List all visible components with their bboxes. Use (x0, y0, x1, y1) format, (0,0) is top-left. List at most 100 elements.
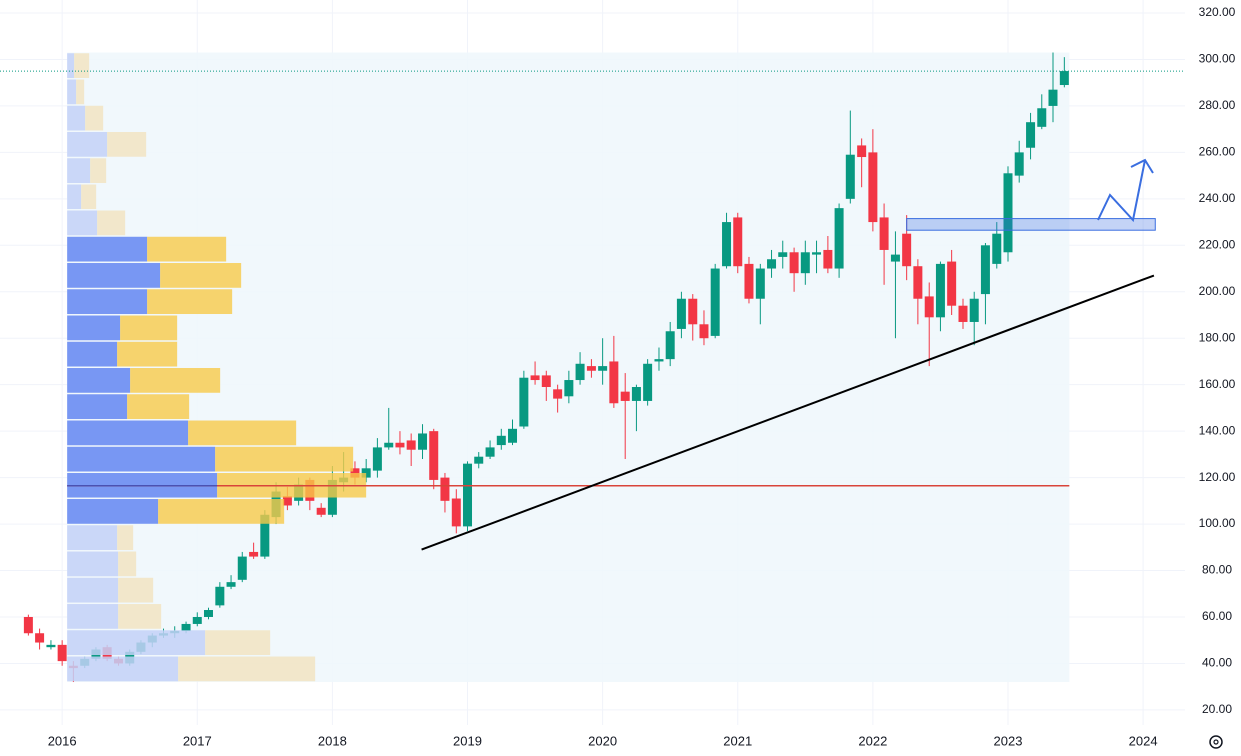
profile-up (67, 368, 131, 393)
candle-body (733, 217, 743, 267)
candle-body (519, 377, 529, 427)
y-tick-label: 60.00 (1202, 609, 1232, 623)
candle-body (992, 233, 1002, 264)
candle-body (699, 324, 709, 339)
candle-body (1059, 71, 1069, 86)
profile-up (67, 420, 189, 446)
profile-down (117, 341, 178, 367)
profile-down (81, 184, 97, 210)
arrow-head (1130, 158, 1154, 174)
candle-body (980, 245, 990, 295)
profile-down (127, 394, 190, 420)
y-tick-label: 300.00 (1199, 52, 1236, 66)
candle-body (35, 633, 45, 643)
candle-body (237, 556, 247, 580)
profile-up (67, 630, 206, 656)
profile-up (67, 289, 148, 315)
profile-down (118, 577, 154, 603)
profile-up (67, 551, 119, 577)
profile-down (178, 656, 316, 682)
candle-body (688, 298, 698, 325)
candle-body (913, 266, 923, 299)
candle-body (890, 254, 900, 262)
candle-body (496, 435, 506, 446)
candle-body (474, 456, 484, 464)
x-tick-label: 2022 (858, 733, 887, 748)
y-tick-label: 280.00 (1199, 98, 1236, 112)
candle-body (508, 428, 518, 443)
y-tick-label: 40.00 (1202, 656, 1232, 670)
gear[interactable] (1209, 735, 1223, 749)
candle-body (823, 249, 833, 269)
candle-body (620, 391, 630, 401)
profile-down (107, 131, 147, 157)
profile-up (67, 210, 98, 236)
profile-down (160, 263, 242, 288)
candle-body (530, 375, 540, 381)
candle-body (203, 610, 213, 617)
candle-body (1003, 173, 1013, 253)
projection-arrow (1097, 159, 1146, 223)
candle-body (676, 298, 686, 329)
candle-body (834, 208, 844, 269)
profile-up (67, 53, 75, 78)
profile-down (118, 604, 162, 629)
candle-body (609, 361, 619, 404)
y-tick-label: 260.00 (1199, 145, 1236, 159)
trend-line (421, 274, 1155, 551)
candle-body (46, 644, 56, 648)
candle-body (192, 616, 202, 624)
candle-body (564, 380, 574, 397)
candle-body (710, 268, 720, 336)
candle-body (260, 514, 270, 557)
candle-body (1026, 122, 1036, 148)
y-tick-label: 20.00 (1202, 702, 1232, 716)
profile-down (85, 105, 104, 131)
axes: 20.00 40.00 60.00 80.00 100.00 120.00 140.00 16… (48, 5, 1236, 748)
gear-center (1213, 739, 1219, 745)
candle-body (57, 644, 67, 662)
candle-body (372, 447, 382, 471)
settings-icon[interactable] (1209, 735, 1223, 749)
y-tick-label: 240.00 (1199, 191, 1236, 205)
candle-body (575, 363, 585, 381)
profile-down (188, 420, 297, 446)
profile-up (67, 158, 91, 183)
candle-body (879, 217, 889, 250)
y-tick-label: 220.00 (1199, 237, 1236, 251)
candle-body (440, 477, 450, 501)
profile-up (67, 499, 159, 524)
candle-body (902, 233, 912, 267)
x-tick-label: 2017 (183, 733, 212, 748)
profile-down (147, 289, 233, 315)
profile-up (67, 341, 118, 367)
profile-up (67, 79, 77, 105)
profile-down (205, 630, 271, 656)
drawings (421, 218, 1156, 551)
y-tick-label: 180.00 (1199, 330, 1236, 344)
candle-body (654, 359, 664, 362)
profile-down (118, 551, 137, 577)
profile-down (147, 236, 227, 262)
candle-body (722, 222, 732, 267)
profile-down (90, 158, 107, 183)
x-tick-label: 2021 (723, 733, 752, 748)
candle-body (598, 366, 608, 371)
candle-body (631, 387, 641, 401)
profile-down (158, 499, 285, 524)
candle-body (767, 259, 777, 269)
profile-down (120, 315, 178, 341)
candle-body (361, 468, 371, 478)
candle-body (924, 296, 934, 318)
candle-body (789, 252, 799, 274)
y-tick-label: 100.00 (1199, 516, 1236, 530)
y-tick-label: 200.00 (1199, 284, 1236, 298)
candle-body (958, 305, 968, 322)
candle-body (282, 496, 292, 506)
profile-up (67, 263, 161, 288)
x-tick-label: 2016 (48, 733, 77, 748)
y-tick-label: 80.00 (1202, 563, 1232, 577)
candle-body (868, 152, 878, 223)
candle-body (969, 298, 979, 322)
candle-body (429, 431, 439, 480)
